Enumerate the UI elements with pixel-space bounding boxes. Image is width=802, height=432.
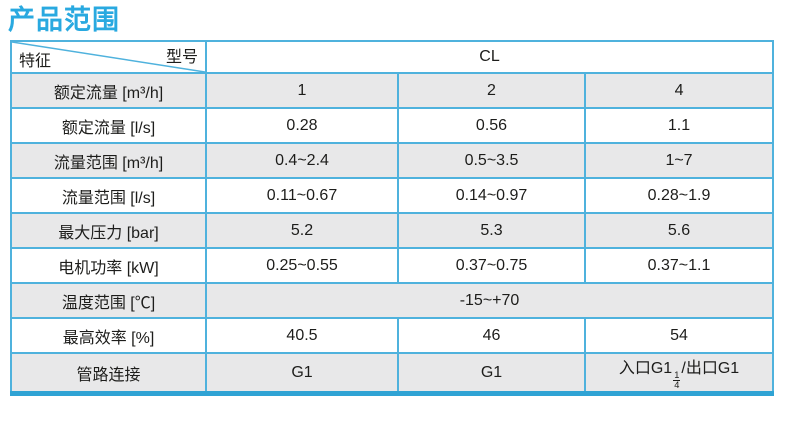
corner-label-feature: 特征 xyxy=(19,53,52,70)
diagonal-divider xyxy=(12,42,205,72)
feature-cell: 额定流量 [m³/h] xyxy=(10,72,207,109)
value-cell: 1 xyxy=(205,72,399,109)
product-range-table: 型号 特征 CL 额定流量 [m³/h] 1 2 4 额定流量 [l/s] 0.… xyxy=(10,40,775,397)
value-cell: 0.37~1.1 xyxy=(583,247,775,284)
value-cell: 5.3 xyxy=(397,212,586,249)
feature-cell: 最大压力 [bar] xyxy=(10,212,207,249)
value-cell: 0.28~1.9 xyxy=(583,177,775,214)
pipe-connection-prefix: 入口G1 xyxy=(618,360,673,377)
value-cell: 0.37~0.75 xyxy=(397,247,586,284)
fraction-denominator: 4 xyxy=(673,380,681,391)
value-cell: 2 xyxy=(397,72,586,109)
value-cell: 40.5 xyxy=(205,317,399,354)
value-cell: 0.5~3.5 xyxy=(397,142,586,179)
table-row: 最高效率 [%] 40.5 46 54 xyxy=(10,317,775,354)
feature-cell: 最高效率 [%] xyxy=(10,317,207,354)
table-row: 额定流量 [l/s] 0.28 0.56 1.1 xyxy=(10,107,775,144)
table-row: 最大压力 [bar] 5.2 5.3 5.6 xyxy=(10,212,775,249)
feature-cell: 流量范围 [m³/h] xyxy=(10,142,207,179)
value-cell: 0.28 xyxy=(205,107,399,144)
feature-cell: 温度范围 [℃] xyxy=(10,282,207,319)
value-cell: G1 xyxy=(397,352,586,397)
feature-cell: 额定流量 [l/s] xyxy=(10,107,207,144)
value-cell: 0.14~0.97 xyxy=(397,177,586,214)
pipe-connection-suffix: /出口G1 xyxy=(681,360,740,377)
table-header-row: 型号 特征 CL xyxy=(10,40,775,74)
value-cell: 0.11~0.67 xyxy=(205,177,399,214)
value-cell: 54 xyxy=(583,317,775,354)
value-cell: 0.56 xyxy=(397,107,586,144)
corner-label-model: 型号 xyxy=(165,49,198,66)
feature-cell: 流量范围 [l/s] xyxy=(10,177,207,214)
value-cell: 4 xyxy=(583,72,775,109)
value-cell-pipe-connection: 入口G1 1 4/出口G1 xyxy=(583,352,775,397)
value-cell: 5.2 xyxy=(205,212,399,249)
model-header-cell: CL xyxy=(204,40,775,74)
merged-value-cell: -15~+70 xyxy=(204,282,775,319)
feature-cell: 管路连接 xyxy=(10,352,207,397)
feature-cell: 电机功率 [kW] xyxy=(10,247,207,284)
table-row-temperature: 温度范围 [℃] -15~+70 xyxy=(10,282,775,319)
value-cell: 5.6 xyxy=(583,212,775,249)
table-row: 流量范围 [l/s] 0.11~0.67 0.14~0.97 0.28~1.9 xyxy=(10,177,775,214)
value-cell: 0.4~2.4 xyxy=(205,142,399,179)
table-row: 额定流量 [m³/h] 1 2 4 xyxy=(10,72,775,109)
fraction-numerator: 1 xyxy=(674,369,680,380)
value-cell: 46 xyxy=(397,317,586,354)
corner-header-cell: 型号 特征 xyxy=(10,40,207,74)
table-row-pipe-connection: 管路连接 G1 G1 入口G1 1 4/出口G1 xyxy=(10,352,775,397)
table-row: 电机功率 [kW] 0.25~0.55 0.37~0.75 0.37~1.1 xyxy=(10,247,775,284)
value-cell: 0.25~0.55 xyxy=(205,247,399,284)
table-row: 流量范围 [m³/h] 0.4~2.4 0.5~3.5 1~7 xyxy=(10,142,775,179)
value-cell: 1~7 xyxy=(583,142,775,179)
value-cell: G1 xyxy=(205,352,399,397)
value-cell: 1.1 xyxy=(583,107,775,144)
page-title: 产品范围 xyxy=(8,5,120,35)
